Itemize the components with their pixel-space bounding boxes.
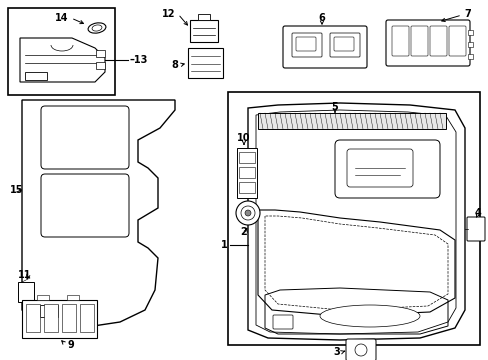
Circle shape [244,210,250,216]
FancyBboxPatch shape [346,149,412,187]
FancyBboxPatch shape [283,26,366,68]
FancyBboxPatch shape [41,106,129,169]
FancyBboxPatch shape [295,37,315,51]
Bar [239,167,254,178]
Text: 8: 8 [171,60,178,70]
Text: –13: –13 [130,55,148,65]
FancyBboxPatch shape [410,26,427,56]
FancyBboxPatch shape [333,37,353,51]
FancyBboxPatch shape [466,217,484,241]
FancyBboxPatch shape [329,33,359,57]
Text: 11: 11 [18,270,31,280]
FancyBboxPatch shape [346,339,375,360]
Text: 10: 10 [237,133,250,143]
Circle shape [241,206,254,220]
Text: 3: 3 [332,347,339,357]
Text: 12: 12 [161,9,175,19]
Bar [22,300,97,338]
Text: 5: 5 [331,102,338,112]
Bar [198,14,209,20]
Bar [187,48,223,78]
Bar [80,304,94,332]
FancyBboxPatch shape [391,26,408,56]
FancyBboxPatch shape [291,33,321,57]
Bar [190,20,218,42]
Bar [467,30,472,35]
Bar [37,295,49,300]
Circle shape [236,201,260,225]
Bar [467,42,472,47]
Text: 2: 2 [240,227,247,237]
Bar [26,304,40,332]
Bar [8,8,115,95]
Bar [67,295,79,300]
Bar [258,113,445,129]
Text: 14: 14 [55,13,68,23]
Text: 1: 1 [221,240,227,250]
Text: 7: 7 [464,9,470,19]
Bar [237,148,257,198]
Text: 15: 15 [10,185,23,195]
Bar [62,304,76,332]
Bar [239,152,254,163]
Bar [239,182,254,193]
Bar [227,92,479,345]
Ellipse shape [88,23,106,33]
FancyBboxPatch shape [429,26,446,56]
Text: 4: 4 [474,208,480,218]
FancyBboxPatch shape [334,140,439,198]
Bar [96,50,105,57]
Bar [25,72,47,80]
FancyBboxPatch shape [385,20,469,66]
FancyBboxPatch shape [41,174,129,237]
Text: 6: 6 [318,13,325,23]
Bar [18,282,34,302]
FancyBboxPatch shape [272,315,292,329]
Circle shape [354,344,366,356]
Bar [467,54,472,59]
Bar [40,305,58,317]
Text: 9: 9 [68,340,75,350]
Bar [44,304,58,332]
FancyBboxPatch shape [448,26,465,56]
Bar [96,62,105,69]
Ellipse shape [92,25,102,31]
Ellipse shape [319,305,419,327]
